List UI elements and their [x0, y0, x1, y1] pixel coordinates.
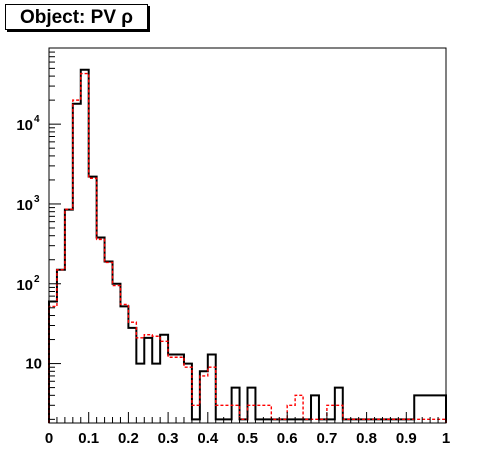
x-tick-label: 0.1: [78, 430, 99, 447]
x-tick-label: 0.8: [356, 430, 377, 447]
x-tick-label: 0.7: [316, 430, 337, 447]
x-tick-label: 0.2: [118, 430, 139, 447]
y-tick-label: 10: [16, 117, 33, 134]
x-tick-label: 0.6: [277, 430, 298, 447]
y-tick-label: 10: [25, 356, 42, 373]
y-tick-label-exponent: 3: [34, 194, 40, 205]
chart-title: Object: PV ρ: [19, 7, 134, 28]
x-tick-label: 0.5: [237, 430, 258, 447]
title-box: Object: PV ρ: [5, 4, 148, 30]
series-layer: [48, 68, 447, 423]
x-tick-label: 0.4: [197, 430, 219, 447]
y-tick-label: 10: [16, 277, 33, 294]
x-tick-label: 0.3: [158, 430, 179, 447]
x-tick-label: 1: [442, 430, 450, 447]
y-tick-label: 10: [16, 197, 33, 214]
x-tick-label: 0.9: [396, 430, 417, 447]
y-tick-label-exponent: 4: [34, 114, 40, 125]
x-tick-label: 0: [45, 430, 53, 447]
y-tick-label-exponent: 2: [34, 274, 40, 285]
histogram-series-2: [48, 72, 447, 423]
